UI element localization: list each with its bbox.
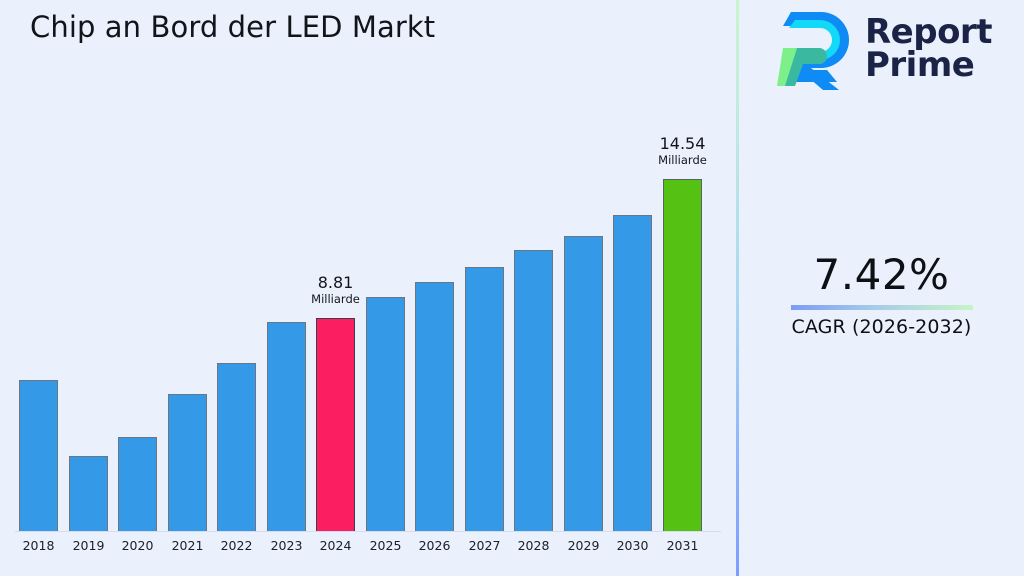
bar-2024[interactable]	[316, 318, 355, 531]
x-tick-2024: 2024	[319, 538, 352, 553]
x-tick-2019: 2019	[72, 538, 105, 553]
bar-2020[interactable]	[118, 437, 157, 531]
bar-value-unit: Milliarde	[311, 292, 360, 307]
x-tick-2021: 2021	[171, 538, 204, 553]
cagr-divider-rule	[790, 305, 973, 311]
brand-line-2: Prime	[865, 45, 975, 85]
bar-chart: 8.81 Milliarde 14.54 Milliarde 2018 2019 2020…	[15, 134, 733, 553]
x-tick-2028: 2028	[517, 538, 550, 553]
bar-2026[interactable]	[415, 282, 454, 531]
bar-2031[interactable]	[663, 179, 702, 531]
bar-2025[interactable]	[366, 297, 405, 531]
bar-2030[interactable]	[613, 215, 652, 531]
bar-2029[interactable]	[564, 236, 603, 531]
brand-wordmark: Report Prime	[865, 15, 992, 85]
bar-2019[interactable]	[69, 456, 108, 531]
bar-value-label-2031: 14.54 Milliarde	[633, 134, 733, 168]
brand-logo: Report Prime	[775, 8, 992, 90]
bar-2018[interactable]	[19, 380, 58, 531]
x-tick-2029: 2029	[567, 538, 600, 553]
x-tick-2027: 2027	[468, 538, 501, 553]
panel-divider	[736, 0, 739, 576]
x-tick-2018: 2018	[22, 538, 55, 553]
bar-value-number: 8.81	[317, 273, 354, 292]
x-tick-2030: 2030	[616, 538, 649, 553]
cagr-block: 7.42% CAGR (2026-2032)	[739, 250, 1024, 339]
cagr-caption: CAGR (2026-2032)	[791, 316, 972, 339]
page-title: Chip an Bord der LED Markt	[30, 10, 436, 44]
x-axis-line	[15, 531, 721, 532]
bar-value-number: 14.54	[659, 134, 706, 153]
bar-2027[interactable]	[465, 267, 504, 531]
x-tick-2025: 2025	[369, 538, 402, 553]
bar-2028[interactable]	[514, 250, 553, 531]
bar-2022[interactable]	[217, 363, 256, 531]
cagr-value: 7.42%	[813, 250, 950, 299]
bar-value-label-2024: 8.81 Milliarde	[286, 273, 386, 307]
report-prime-logo-icon	[775, 8, 851, 90]
bar-value-unit: Milliarde	[658, 153, 707, 168]
bar-2023[interactable]	[267, 322, 306, 531]
x-tick-2031: 2031	[666, 538, 699, 553]
x-tick-2022: 2022	[220, 538, 253, 553]
x-tick-2026: 2026	[418, 538, 451, 553]
x-tick-2023: 2023	[270, 538, 303, 553]
x-tick-2020: 2020	[121, 538, 154, 553]
right-panel: Report Prime 7.42% CAGR (2026-2032)	[739, 0, 1024, 576]
bar-2021[interactable]	[168, 394, 207, 531]
brand-line-1: Report	[865, 11, 992, 52]
